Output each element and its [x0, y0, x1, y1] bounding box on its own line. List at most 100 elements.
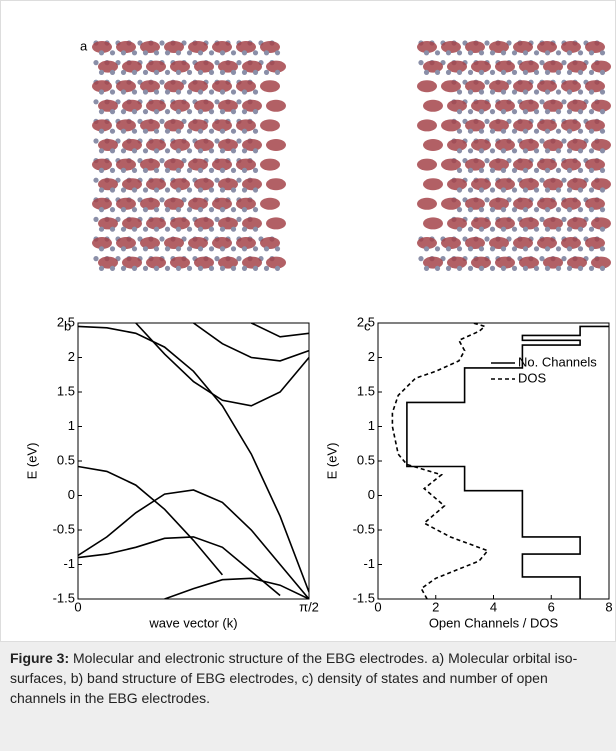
atom	[264, 70, 269, 75]
atom	[600, 266, 605, 271]
atom	[253, 50, 258, 55]
atom	[578, 50, 583, 55]
orbital	[447, 178, 467, 190]
atom	[578, 246, 583, 251]
atom	[534, 168, 539, 173]
atom	[99, 246, 104, 251]
atom	[567, 266, 572, 271]
atom	[165, 187, 170, 192]
orbital	[447, 100, 467, 112]
atom	[457, 148, 462, 153]
atom	[484, 40, 489, 45]
atom	[132, 70, 137, 75]
atom	[143, 168, 148, 173]
atom	[468, 187, 473, 192]
atom	[600, 148, 605, 153]
atom	[176, 50, 181, 55]
atom	[545, 246, 550, 251]
atom	[154, 207, 159, 212]
atom	[424, 266, 429, 271]
atom	[523, 227, 528, 232]
atom	[457, 70, 462, 75]
atom	[132, 109, 137, 114]
atom	[231, 207, 236, 212]
atom	[567, 168, 572, 173]
atom	[209, 70, 214, 75]
atom	[242, 207, 247, 212]
atom	[468, 109, 473, 114]
atom	[110, 207, 115, 212]
atom	[446, 70, 451, 75]
atom	[545, 109, 550, 114]
atom	[154, 227, 159, 232]
atom	[110, 148, 115, 153]
atom	[512, 246, 517, 251]
atom	[121, 70, 126, 75]
atom	[275, 50, 280, 55]
atom	[93, 60, 98, 65]
atom	[121, 50, 126, 55]
atom	[501, 266, 506, 271]
atom	[534, 246, 539, 251]
atom	[490, 129, 495, 134]
atom	[253, 129, 258, 134]
y-tick-label: -1	[363, 556, 375, 571]
atom	[198, 89, 203, 94]
atom	[578, 168, 583, 173]
atom	[523, 187, 528, 192]
atom	[479, 129, 484, 134]
atom	[242, 266, 247, 271]
atom	[523, 148, 528, 153]
atom	[589, 187, 594, 192]
atom	[512, 129, 517, 134]
atom	[534, 207, 539, 212]
atom	[242, 109, 247, 114]
atom	[110, 266, 115, 271]
atom	[242, 89, 247, 94]
x-tick-label: 8	[605, 599, 612, 614]
atom	[209, 168, 214, 173]
atom	[154, 50, 159, 55]
atom	[220, 207, 225, 212]
atom	[523, 168, 528, 173]
atom	[209, 187, 214, 192]
atom	[534, 148, 539, 153]
atom	[242, 70, 247, 75]
atom	[600, 50, 605, 55]
atom	[159, 119, 164, 124]
atom	[132, 266, 137, 271]
atom	[143, 187, 148, 192]
atom	[231, 148, 236, 153]
atom	[99, 89, 104, 94]
atom	[501, 246, 506, 251]
atom	[275, 266, 280, 271]
atom	[567, 109, 572, 114]
atom	[424, 50, 429, 55]
atom	[132, 207, 137, 212]
atom	[132, 168, 137, 173]
atom	[187, 109, 192, 114]
atom	[484, 80, 489, 85]
page: a b-1.5-1-0.500.511.522.50π/2wave vector…	[0, 0, 616, 751]
y-tick-label: 0	[368, 487, 375, 502]
atom	[209, 227, 214, 232]
atom	[468, 266, 473, 271]
atom	[187, 187, 192, 192]
x-tick-label: 0	[374, 599, 381, 614]
atom	[435, 70, 440, 75]
atom	[187, 70, 192, 75]
atom	[501, 187, 506, 192]
atom	[121, 129, 126, 134]
series-line	[78, 490, 309, 599]
atom	[534, 227, 539, 232]
y-tick-label: 0	[68, 487, 75, 502]
orbital	[423, 217, 443, 229]
atom	[99, 70, 104, 75]
atom	[424, 70, 429, 75]
orbital	[266, 139, 286, 151]
atom	[501, 70, 506, 75]
atom	[578, 89, 583, 94]
atom	[468, 70, 473, 75]
atom	[600, 207, 605, 212]
atom	[501, 207, 506, 212]
